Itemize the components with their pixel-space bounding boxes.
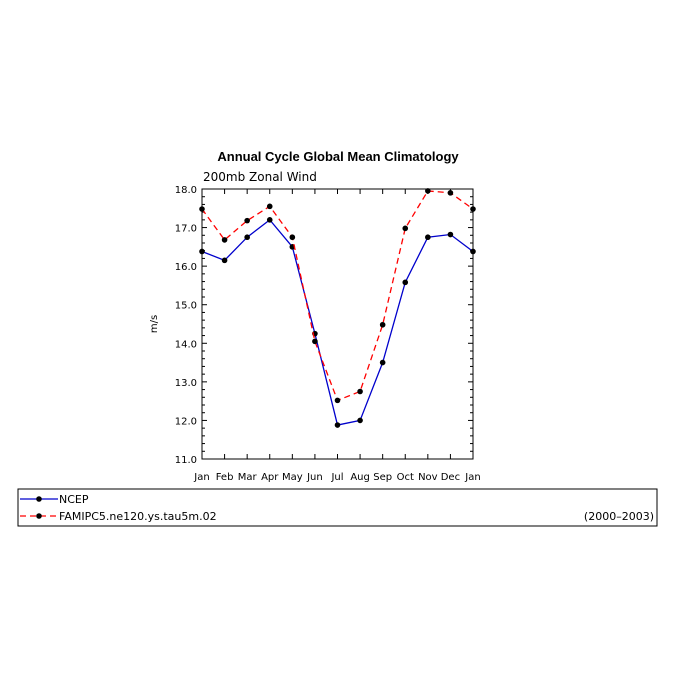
data-point bbox=[199, 206, 205, 212]
series-line-0 bbox=[201, 218, 474, 426]
data-point bbox=[244, 234, 250, 241]
data-point bbox=[244, 217, 250, 224]
x-tick-label: Nov bbox=[418, 472, 438, 483]
y-tick-label: 13.0 bbox=[175, 378, 197, 389]
data-point bbox=[357, 417, 363, 424]
legend-label: NCEP bbox=[59, 493, 89, 506]
y-tick-label: 18.0 bbox=[175, 185, 197, 196]
legend-label: FAMIPC5.ne120.ys.tau5m.02 bbox=[59, 510, 217, 523]
legend-marker bbox=[36, 496, 42, 502]
x-tick-label: Jun bbox=[306, 472, 323, 483]
data-point bbox=[221, 257, 228, 264]
y-tick-label: 14.0 bbox=[175, 339, 197, 350]
data-point bbox=[425, 234, 431, 241]
y-tick-label: 16.0 bbox=[175, 262, 197, 273]
data-point bbox=[470, 248, 476, 255]
period-annotation: (2000–2003) bbox=[584, 510, 654, 523]
y-tick-label: 17.0 bbox=[175, 224, 197, 235]
data-point bbox=[199, 248, 205, 255]
data-point bbox=[425, 188, 431, 194]
data-point bbox=[379, 359, 386, 366]
data-point bbox=[470, 206, 476, 212]
data-point bbox=[289, 234, 296, 241]
y-axis-label: m/s bbox=[149, 315, 160, 333]
data-point bbox=[379, 321, 386, 328]
data-point bbox=[334, 397, 341, 404]
data-point bbox=[357, 388, 363, 395]
plot-frame bbox=[201, 188, 474, 460]
x-tick-label: Feb bbox=[216, 472, 234, 483]
legend-box bbox=[17, 488, 658, 527]
data-point bbox=[402, 225, 409, 232]
legend: NCEP FAMIPC5.ne120.ys.tau5m.02 bbox=[20, 493, 217, 523]
data-point bbox=[447, 231, 454, 238]
x-tick-label: Oct bbox=[397, 472, 414, 483]
data-point bbox=[334, 422, 341, 428]
chart-title: Annual Cycle Global Mean Climatology bbox=[217, 149, 459, 164]
series-group bbox=[199, 188, 476, 428]
x-tick-label: May bbox=[282, 472, 303, 483]
data-point bbox=[447, 190, 454, 196]
axis-ticks: Jan Feb Mar Apr May Jun Jul Aug Sep Oct Nov Dec Jan 1… bbox=[175, 185, 481, 483]
y-tick-label: 12.0 bbox=[175, 416, 197, 427]
x-tick-label: Jan bbox=[193, 472, 209, 483]
legend-marker bbox=[36, 513, 42, 519]
x-tick-label: Sep bbox=[373, 472, 392, 483]
data-point bbox=[221, 237, 228, 243]
y-tick-label: 15.0 bbox=[175, 301, 197, 312]
data-point bbox=[402, 279, 409, 286]
x-tick-label: Aug bbox=[350, 472, 370, 483]
x-tick-label: Mar bbox=[238, 472, 258, 483]
chart-subtitle: 200mb Zonal Wind bbox=[203, 170, 317, 184]
x-tick-label: Jul bbox=[330, 472, 343, 483]
x-tick-label: Jan bbox=[464, 472, 480, 483]
series-line-1 bbox=[201, 190, 474, 402]
x-tick-label: Dec bbox=[441, 472, 460, 483]
y-tick-label: 11.0 bbox=[175, 455, 197, 466]
data-point bbox=[266, 203, 273, 210]
data-point bbox=[266, 217, 273, 223]
x-tick-label: Apr bbox=[261, 472, 279, 483]
data-point bbox=[312, 338, 318, 345]
